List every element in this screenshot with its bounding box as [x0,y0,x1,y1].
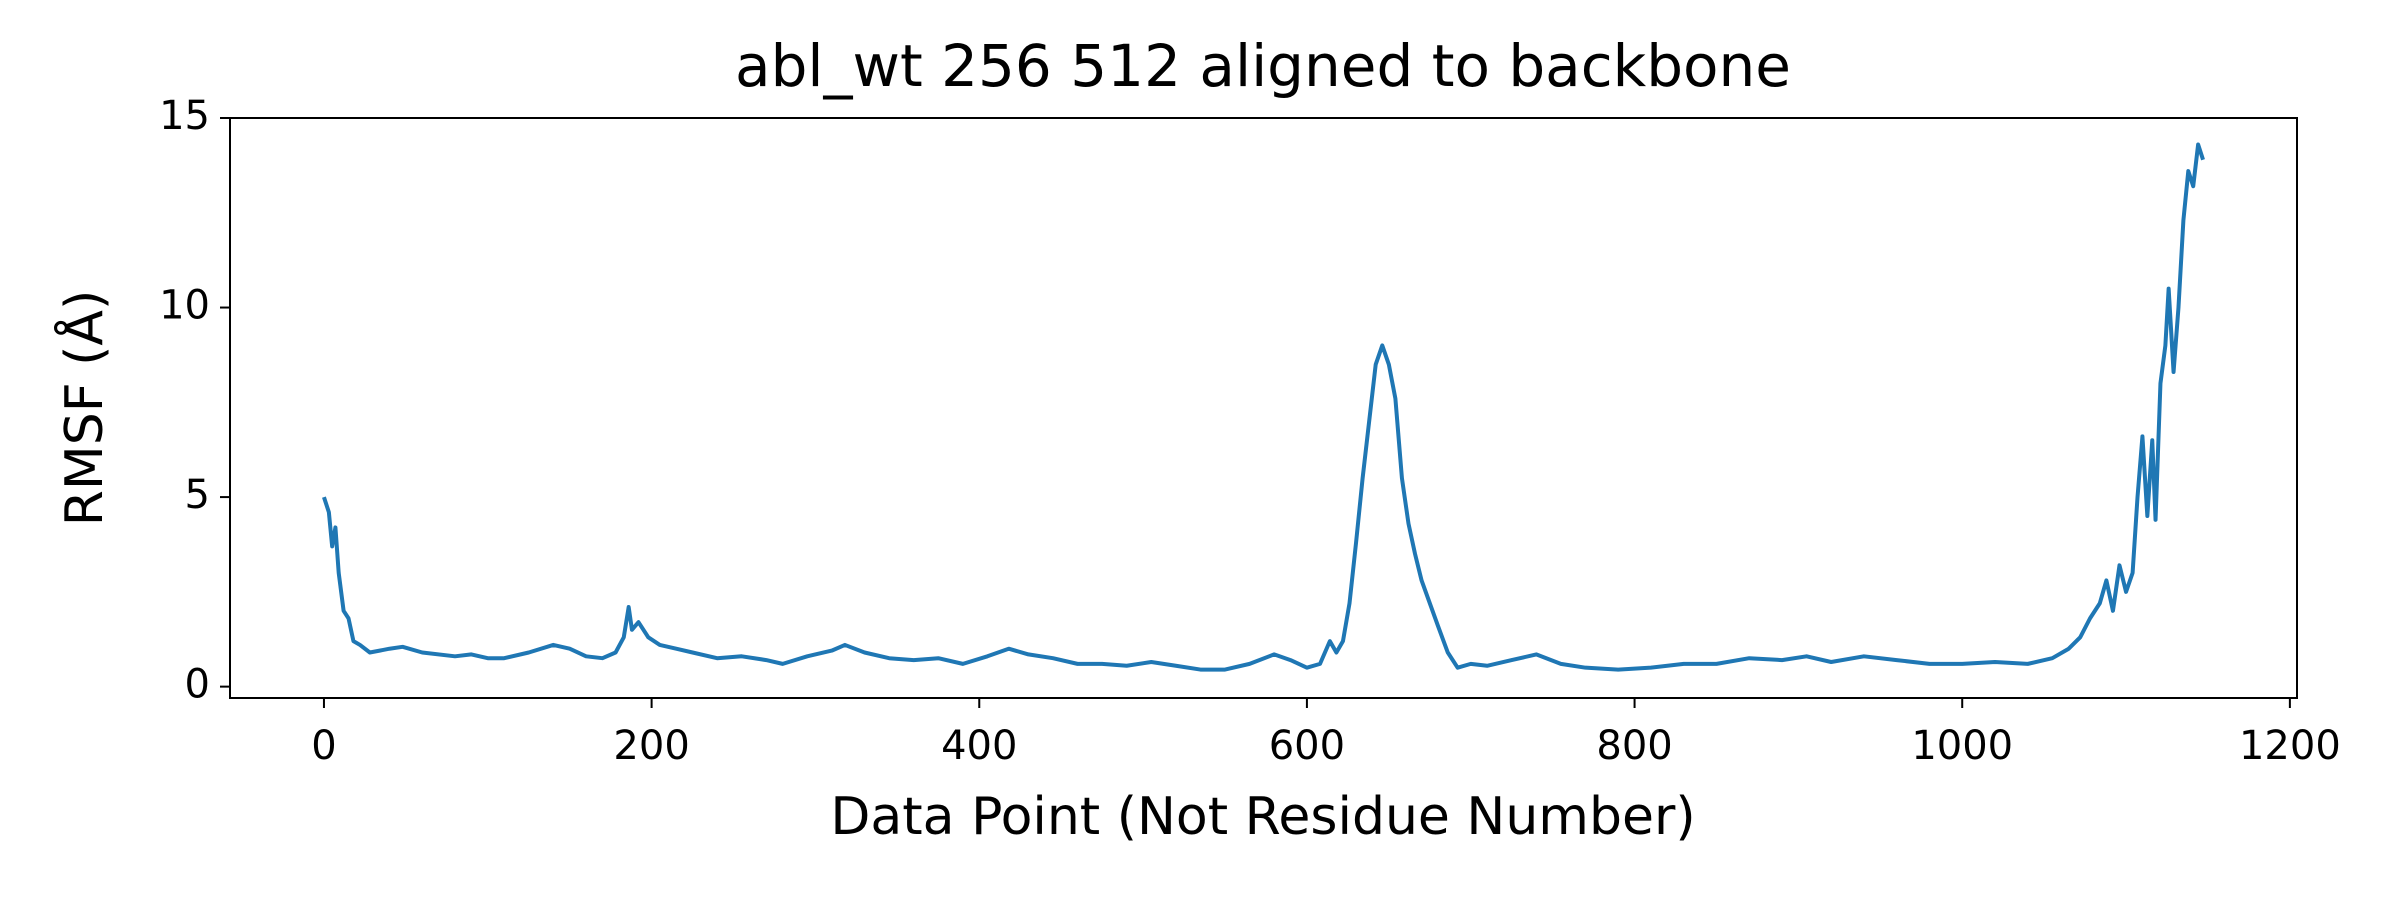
y-axis-label: RMSF (Å) [53,290,115,527]
x-tick-label: 800 [1596,723,1672,769]
chart-title: abl_wt 256 512 aligned to backbone [735,32,1791,100]
y-tick-label: 5 [185,472,210,518]
x-tick-label: 600 [1269,723,1345,769]
x-axis-label: Data Point (Not Residue Number) [830,787,1695,847]
x-tick-label: 1000 [1911,723,2013,769]
plot-frame [229,117,2298,699]
data-line [322,142,2205,672]
x-tick-label: 0 [311,723,336,769]
x-tick-label: 400 [941,723,1017,769]
x-tick-label: 1200 [2239,723,2341,769]
y-tick-label: 0 [185,662,210,708]
x-tick-label: 200 [613,723,689,769]
y-tick-label: 15 [159,93,210,139]
y-tick-label: 10 [159,283,210,329]
